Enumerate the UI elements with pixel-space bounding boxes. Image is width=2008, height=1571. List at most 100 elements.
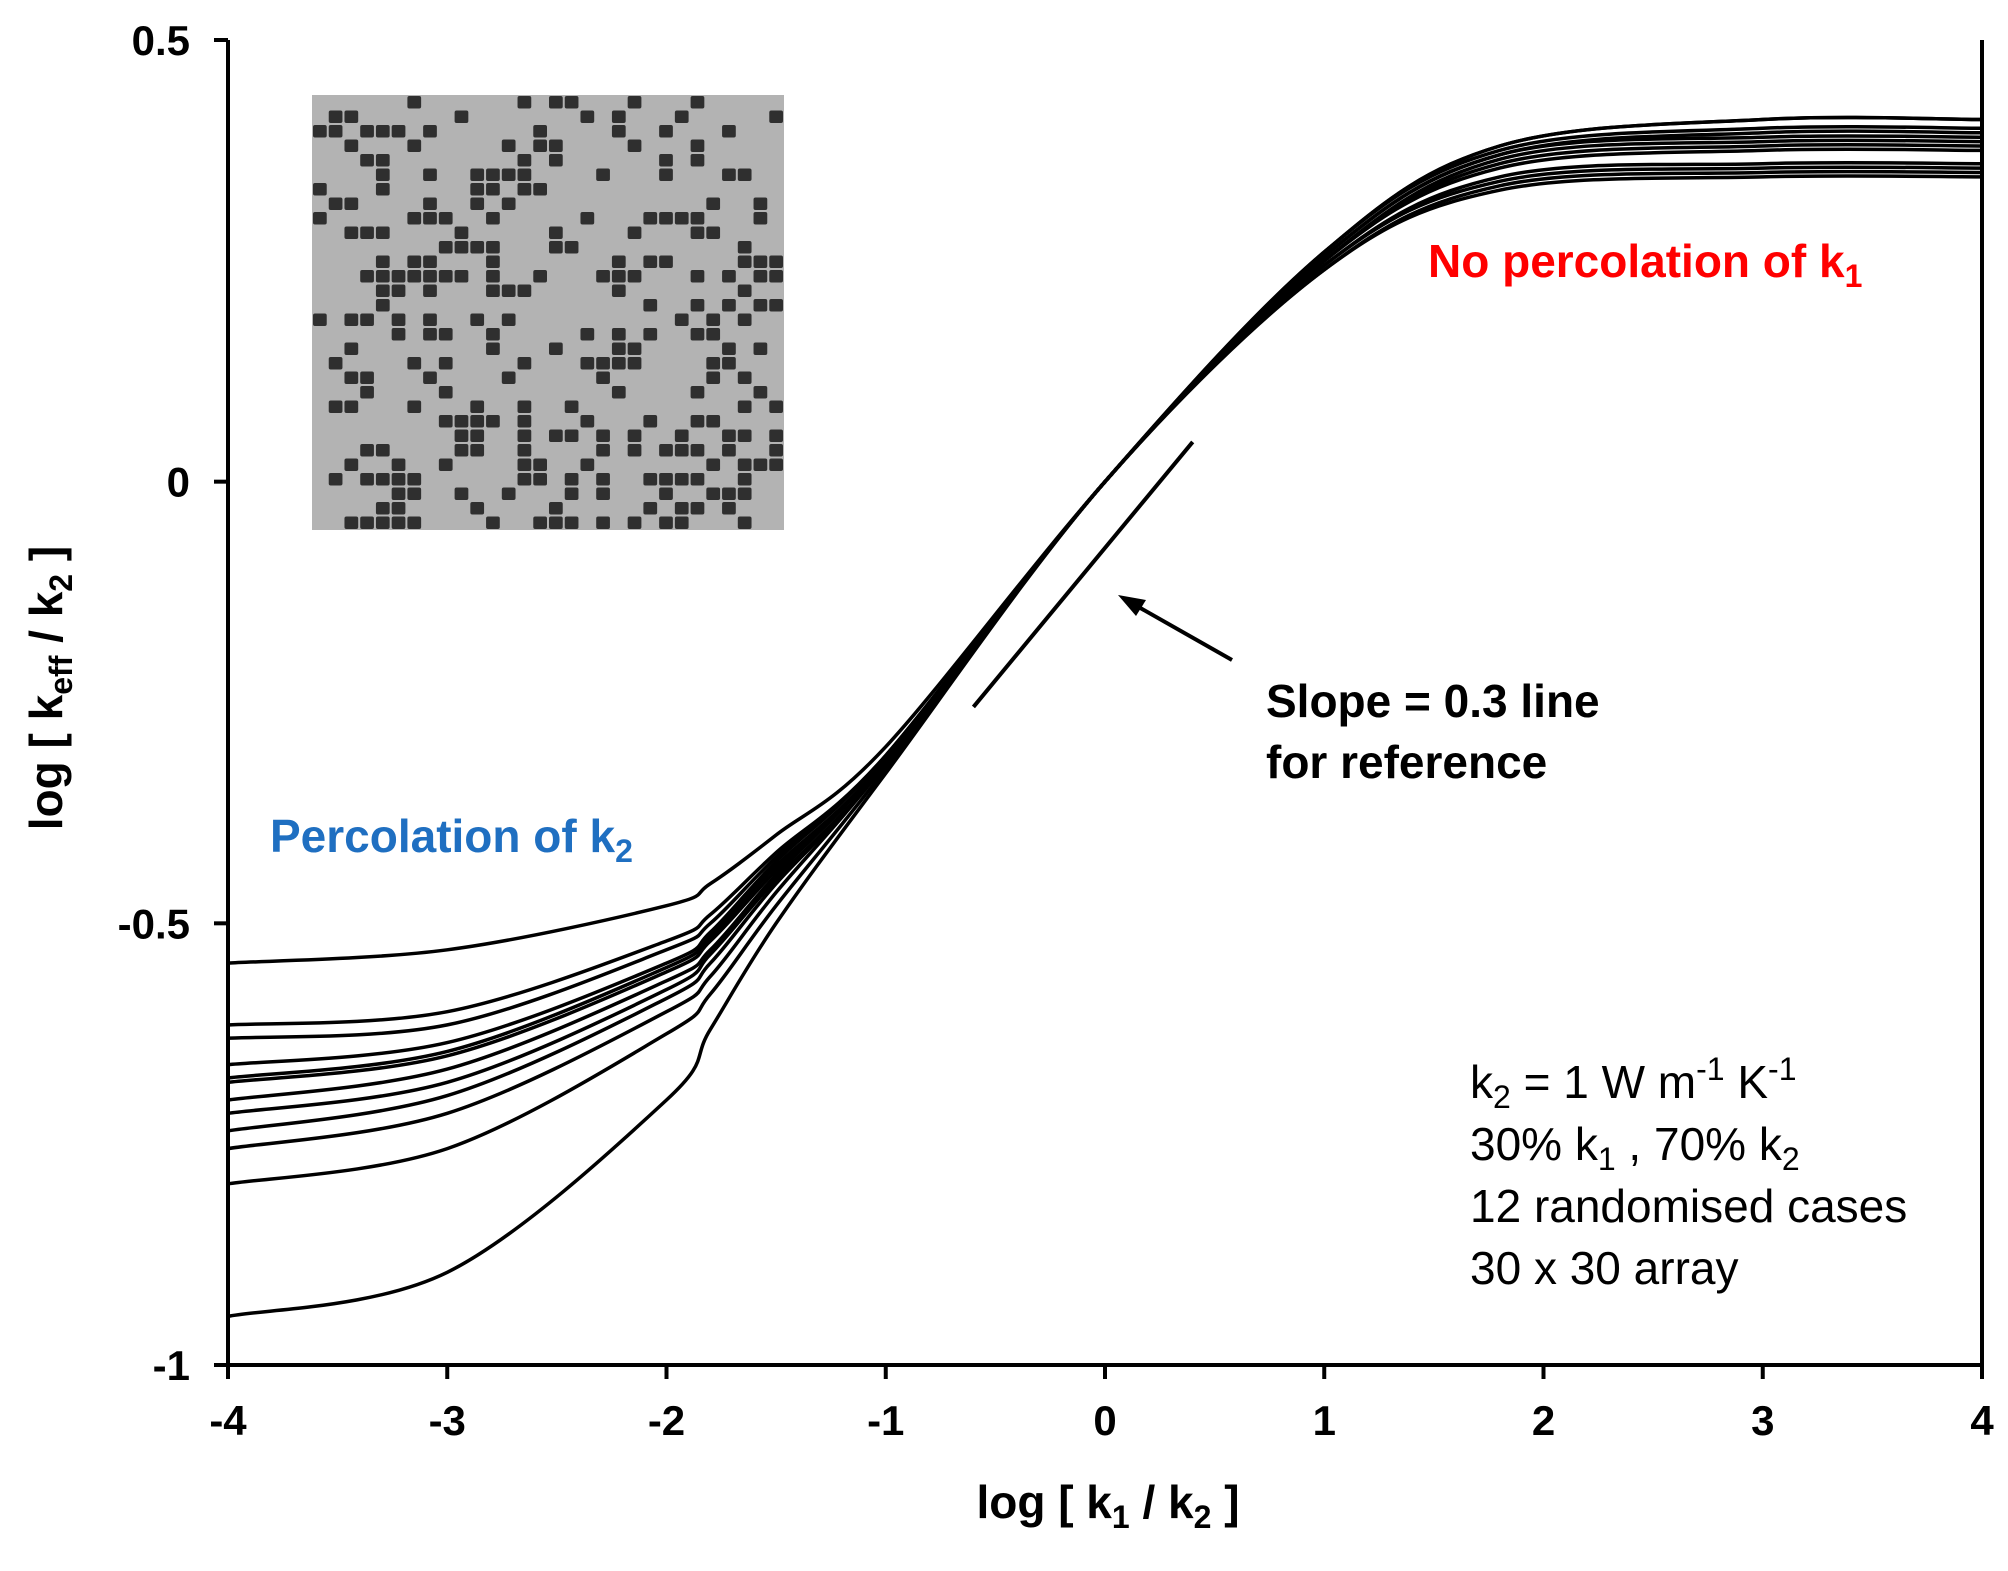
inset-cell	[706, 458, 721, 471]
inset-cell	[533, 139, 547, 152]
inset-cell	[722, 342, 736, 355]
inset-cell	[533, 516, 547, 529]
inset-cell	[722, 125, 736, 138]
inset-cell	[737, 313, 752, 326]
inset-cell	[375, 444, 390, 457]
inset-cell	[375, 299, 390, 312]
inset-cell	[360, 125, 374, 138]
inset-cell	[549, 516, 563, 529]
series-layer	[227, 115, 1983, 1319]
inset-cell	[611, 125, 626, 138]
inset-cell	[769, 458, 783, 471]
inset-cell	[344, 313, 359, 326]
reference-arrow	[1118, 595, 1233, 662]
x-tick-label: -4	[209, 1397, 247, 1444]
inset-cell	[313, 313, 327, 326]
inset-cell	[344, 197, 359, 210]
inset-cell	[627, 444, 642, 457]
inset-cell	[407, 96, 422, 109]
inset-cell	[407, 487, 422, 500]
inset-cell	[643, 415, 658, 428]
inset-cell	[690, 226, 705, 239]
inset-cell	[454, 415, 469, 428]
inset-cell	[501, 284, 516, 297]
inset-cell	[674, 444, 689, 457]
x-axis-title: log [ k1 / k2 ]	[976, 1476, 1239, 1535]
inset-cell	[391, 473, 406, 486]
inset-cell	[533, 458, 547, 471]
inset-cell	[375, 168, 390, 181]
inset-cell	[722, 299, 736, 312]
inset-cell	[517, 284, 532, 297]
inset-cell	[706, 371, 721, 384]
inset-cell	[360, 154, 374, 167]
inset-cell	[753, 342, 768, 355]
inset-cell	[454, 487, 469, 500]
inset-cell	[360, 473, 374, 486]
no-percolation-label: No percolation of k1	[1428, 235, 1862, 294]
inset-cell	[564, 429, 579, 442]
inset-cell	[596, 371, 610, 384]
inset-cell	[423, 328, 437, 341]
inset-cell	[407, 400, 422, 413]
inset-cell	[360, 371, 374, 384]
inset-cell	[438, 458, 453, 471]
inset-cell	[753, 458, 768, 471]
inset-cell	[423, 212, 437, 225]
inset-cell	[470, 197, 485, 210]
inset-cell	[627, 357, 642, 370]
inset-cell	[580, 458, 595, 471]
inset-cell	[659, 516, 673, 529]
inset-cell	[517, 96, 532, 109]
inset-cell	[611, 284, 626, 297]
inset-cell	[391, 284, 406, 297]
inset-cell	[344, 516, 359, 529]
inset-cell	[611, 357, 626, 370]
inset-cell	[375, 270, 390, 283]
inset-cell	[470, 502, 485, 515]
inset-cell	[391, 313, 406, 326]
inset-cell	[486, 342, 500, 355]
inset-cell	[423, 255, 437, 268]
inset-cell	[722, 502, 736, 515]
inset-cell	[611, 342, 626, 355]
inset-cell	[360, 444, 374, 457]
inset-cell	[360, 386, 374, 399]
inset-cell	[674, 473, 689, 486]
inset-cell	[580, 328, 595, 341]
inset-cell	[391, 328, 406, 341]
inset-cell	[722, 357, 736, 370]
note-k2-value: k2 = 1 W m-1 K-1	[1470, 1051, 1796, 1115]
inset-cell	[690, 444, 705, 457]
inset-cell	[627, 96, 642, 109]
inset-cell	[517, 458, 532, 471]
inset-cell	[643, 328, 658, 341]
inset-cell	[423, 313, 437, 326]
inset-cell	[564, 473, 579, 486]
inset-cell	[737, 371, 752, 384]
x-tick-label: 4	[1970, 1397, 1994, 1444]
inset-cell	[706, 226, 721, 239]
inset-cell	[454, 429, 469, 442]
inset-cell	[438, 386, 453, 399]
inset-cell	[360, 270, 374, 283]
inset-cell	[769, 429, 783, 442]
inset-cell	[501, 168, 516, 181]
inset-cell	[643, 473, 658, 486]
inset-cell	[611, 255, 626, 268]
inset-cell	[737, 429, 752, 442]
inset-cell	[643, 299, 658, 312]
inset-cell	[627, 139, 642, 152]
inset-cell	[596, 487, 610, 500]
inset-cell	[737, 473, 752, 486]
inset-cell	[407, 139, 422, 152]
inset-cell	[737, 458, 752, 471]
inset-cell	[674, 313, 689, 326]
reference-slope-line	[971, 440, 1195, 709]
inset-cell	[690, 299, 705, 312]
inset-cell	[706, 357, 721, 370]
inset-cell	[753, 212, 768, 225]
inset-cell	[596, 168, 610, 181]
inset-cell	[375, 502, 390, 515]
inset-cell	[328, 357, 343, 370]
